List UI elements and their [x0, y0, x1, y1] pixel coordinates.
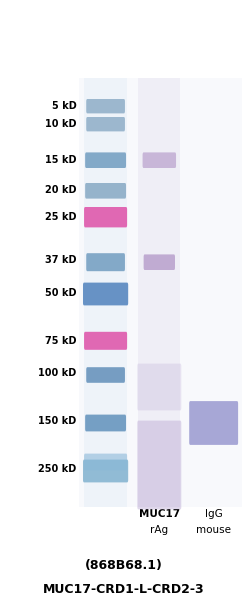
Text: 150 kD: 150 kD	[38, 416, 77, 426]
Text: 5 kD: 5 kD	[52, 101, 77, 111]
Text: (868B68.1): (868B68.1)	[84, 559, 163, 572]
FancyBboxPatch shape	[137, 364, 181, 410]
Text: rAg: rAg	[150, 525, 168, 535]
FancyBboxPatch shape	[86, 367, 125, 383]
FancyBboxPatch shape	[86, 117, 125, 131]
Text: MUC17-CRD1-L-CRD2-3: MUC17-CRD1-L-CRD2-3	[43, 583, 204, 596]
Text: 250 kD: 250 kD	[38, 464, 77, 474]
Text: IgG: IgG	[205, 509, 223, 519]
FancyBboxPatch shape	[84, 454, 127, 470]
Text: 75 kD: 75 kD	[45, 336, 77, 346]
Bar	[79, 78, 242, 507]
Text: 25 kD: 25 kD	[45, 212, 77, 222]
FancyBboxPatch shape	[85, 415, 126, 431]
FancyBboxPatch shape	[144, 254, 175, 270]
FancyBboxPatch shape	[84, 207, 127, 227]
Text: 100 kD: 100 kD	[38, 368, 77, 378]
Text: 20 kD: 20 kD	[45, 185, 77, 195]
FancyBboxPatch shape	[86, 99, 125, 113]
Text: 15 kD: 15 kD	[45, 155, 77, 165]
Text: MUC17: MUC17	[139, 509, 180, 519]
Text: 50 kD: 50 kD	[45, 288, 77, 298]
FancyBboxPatch shape	[85, 152, 126, 168]
FancyBboxPatch shape	[137, 421, 181, 509]
FancyBboxPatch shape	[143, 152, 176, 168]
FancyBboxPatch shape	[83, 460, 128, 482]
FancyBboxPatch shape	[85, 183, 126, 199]
Text: 37 kD: 37 kD	[45, 256, 77, 265]
Text: 10 kD: 10 kD	[45, 119, 77, 129]
FancyBboxPatch shape	[83, 283, 128, 305]
FancyBboxPatch shape	[86, 253, 125, 271]
Text: mouse: mouse	[196, 525, 231, 535]
Bar	[138, 78, 180, 507]
FancyBboxPatch shape	[84, 332, 127, 350]
FancyBboxPatch shape	[189, 401, 238, 445]
Bar	[84, 78, 127, 507]
